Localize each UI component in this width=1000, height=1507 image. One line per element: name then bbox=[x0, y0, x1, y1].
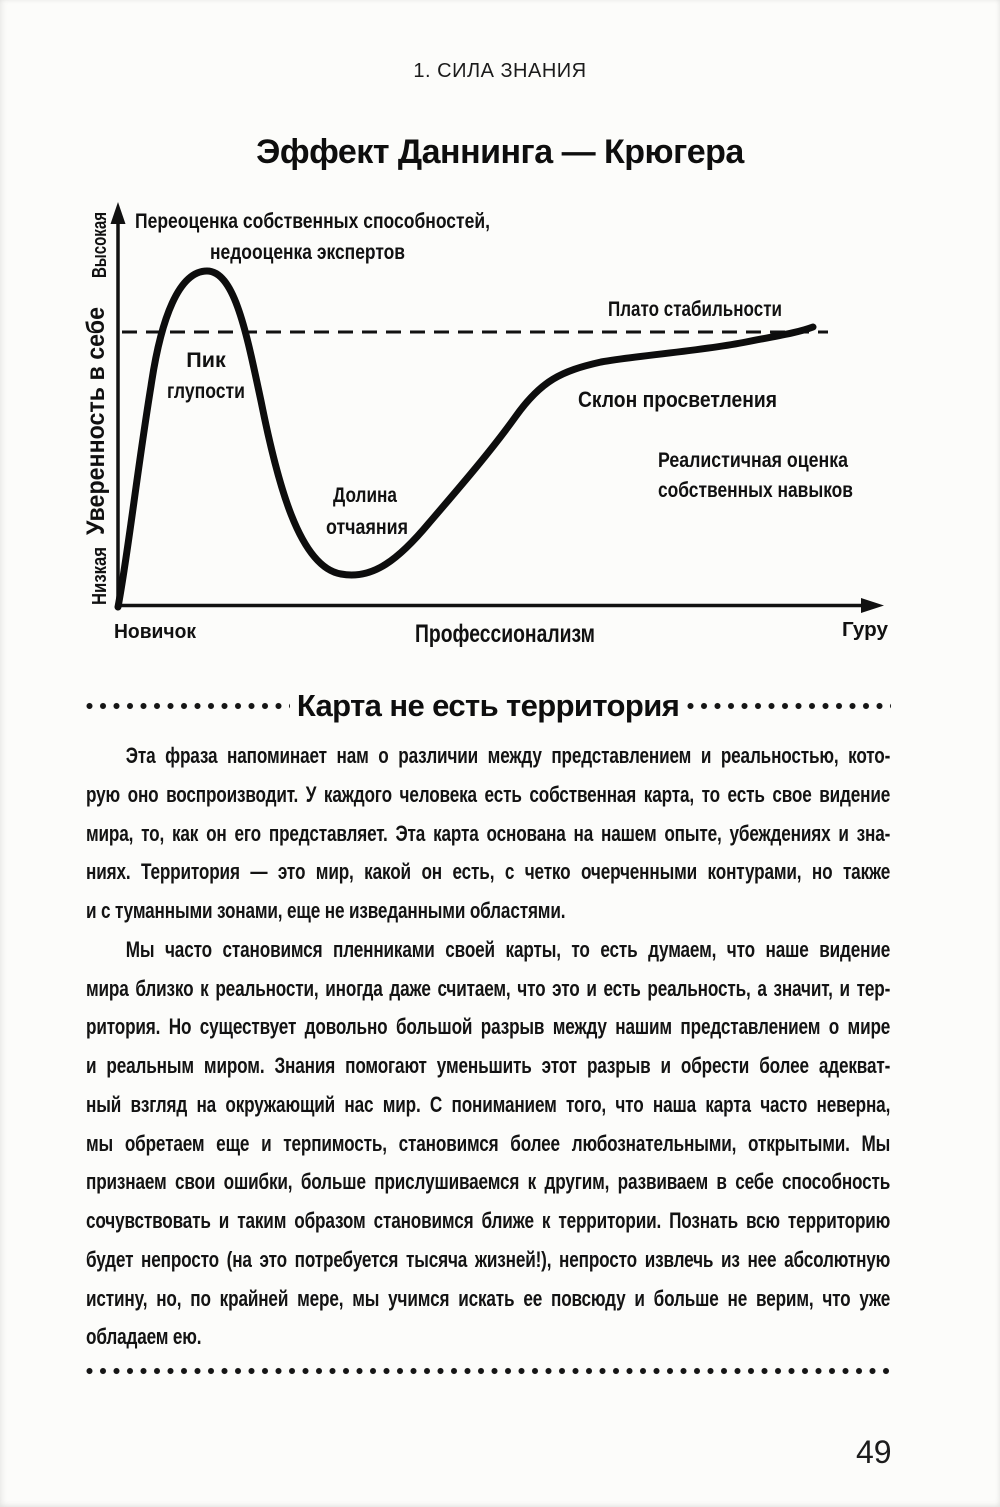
annotation-plateau: Плато стабильности bbox=[608, 297, 782, 321]
y-axis-high-label: Высокая bbox=[89, 212, 111, 278]
section-heading: Карта не есть территория bbox=[296, 688, 680, 723]
paragraph-line: будет непросто (на это потребуется тысяч… bbox=[86, 1246, 891, 1272]
paragraph-line: ниях. Территория — это мир, какой он ест… bbox=[86, 859, 891, 885]
annotation-overestimation-line2: недооценка экспертов bbox=[210, 240, 405, 264]
paragraph-line: ритория. Но существует довольно большой … bbox=[86, 1014, 891, 1040]
y-axis-low-label: Низкая bbox=[89, 547, 111, 605]
annotation-valley-line1: Долина bbox=[333, 483, 398, 507]
annotation-valley-line2: отчаяния bbox=[326, 515, 408, 539]
paragraph-line: рую оно воспроизводит. У каждого человек… bbox=[86, 781, 891, 807]
x-axis-novice-label: Новичок bbox=[114, 620, 197, 643]
paragraph-line: мира, то, как он его представляет. Эта к… bbox=[86, 820, 891, 846]
figure-title: Эффект Даннинга — Крюгера bbox=[256, 133, 744, 171]
section-heading-row: Карта не есть территория bbox=[85, 687, 892, 725]
paragraph-line: мы обретаем еще и терпимость, становимся… bbox=[86, 1130, 891, 1156]
annotation-overestimation-line1: Переоценка собственных способностей, bbox=[135, 209, 490, 233]
annotation-slope: Склон просветления bbox=[578, 387, 777, 412]
paragraph-line: признаем свои ошибки, больше прислушивае… bbox=[86, 1169, 891, 1195]
x-axis-arrowhead-icon bbox=[861, 598, 884, 613]
body-text-column: Эта фраза напоминает нам о различии межд… bbox=[86, 737, 890, 1357]
y-axis-title: Уверенность в себе bbox=[82, 307, 110, 535]
paragraph-line: сочувствовать и таким образом становимся… bbox=[86, 1208, 891, 1233]
dotted-separator-bottom bbox=[85, 1366, 892, 1376]
paragraph-line: мира близко к реальности, иногда даже сч… bbox=[86, 975, 891, 1001]
confidence-curve bbox=[114, 267, 817, 611]
annotation-peak-line1: Пик bbox=[186, 348, 226, 372]
x-axis-title: Профессионализм bbox=[415, 620, 595, 648]
paragraph-line: ный взгляд на окружающий нас мир. С пони… bbox=[86, 1091, 891, 1117]
y-axis-arrowhead-icon bbox=[110, 202, 126, 224]
annotation-realistic-line1: Реалистичная оценка bbox=[658, 448, 849, 472]
paragraph-line: Эта фраза напоминает нам о различии межд… bbox=[125, 743, 891, 768]
running-head: 1. СИЛА ЗНАНИЯ bbox=[413, 60, 587, 82]
paragraph-line: истину, но, по крайней мере, мы учимся и… bbox=[86, 1285, 891, 1311]
dotted-leader-right bbox=[686, 701, 892, 711]
annotation-peak-line2: глупости bbox=[167, 379, 245, 403]
paragraph-line: обладаем ею. bbox=[86, 1324, 202, 1350]
dunning-kruger-chart: Высокая Уверенность в себе Низкая Новичо… bbox=[82, 202, 889, 648]
dotted-leader-left bbox=[85, 701, 290, 711]
paragraph-line: и реальным миром. Знания помогают уменьш… bbox=[86, 1053, 891, 1078]
paragraph-line: и с туманными зонами, еще не изведанными… bbox=[86, 898, 566, 923]
paragraph-line: Мы часто становимся пленниками своей кар… bbox=[125, 936, 891, 962]
x-axis-guru-label: Гуру bbox=[842, 618, 889, 641]
page-number: 49 bbox=[856, 1434, 892, 1470]
annotation-realistic-line2: собственных навыков bbox=[658, 478, 853, 502]
